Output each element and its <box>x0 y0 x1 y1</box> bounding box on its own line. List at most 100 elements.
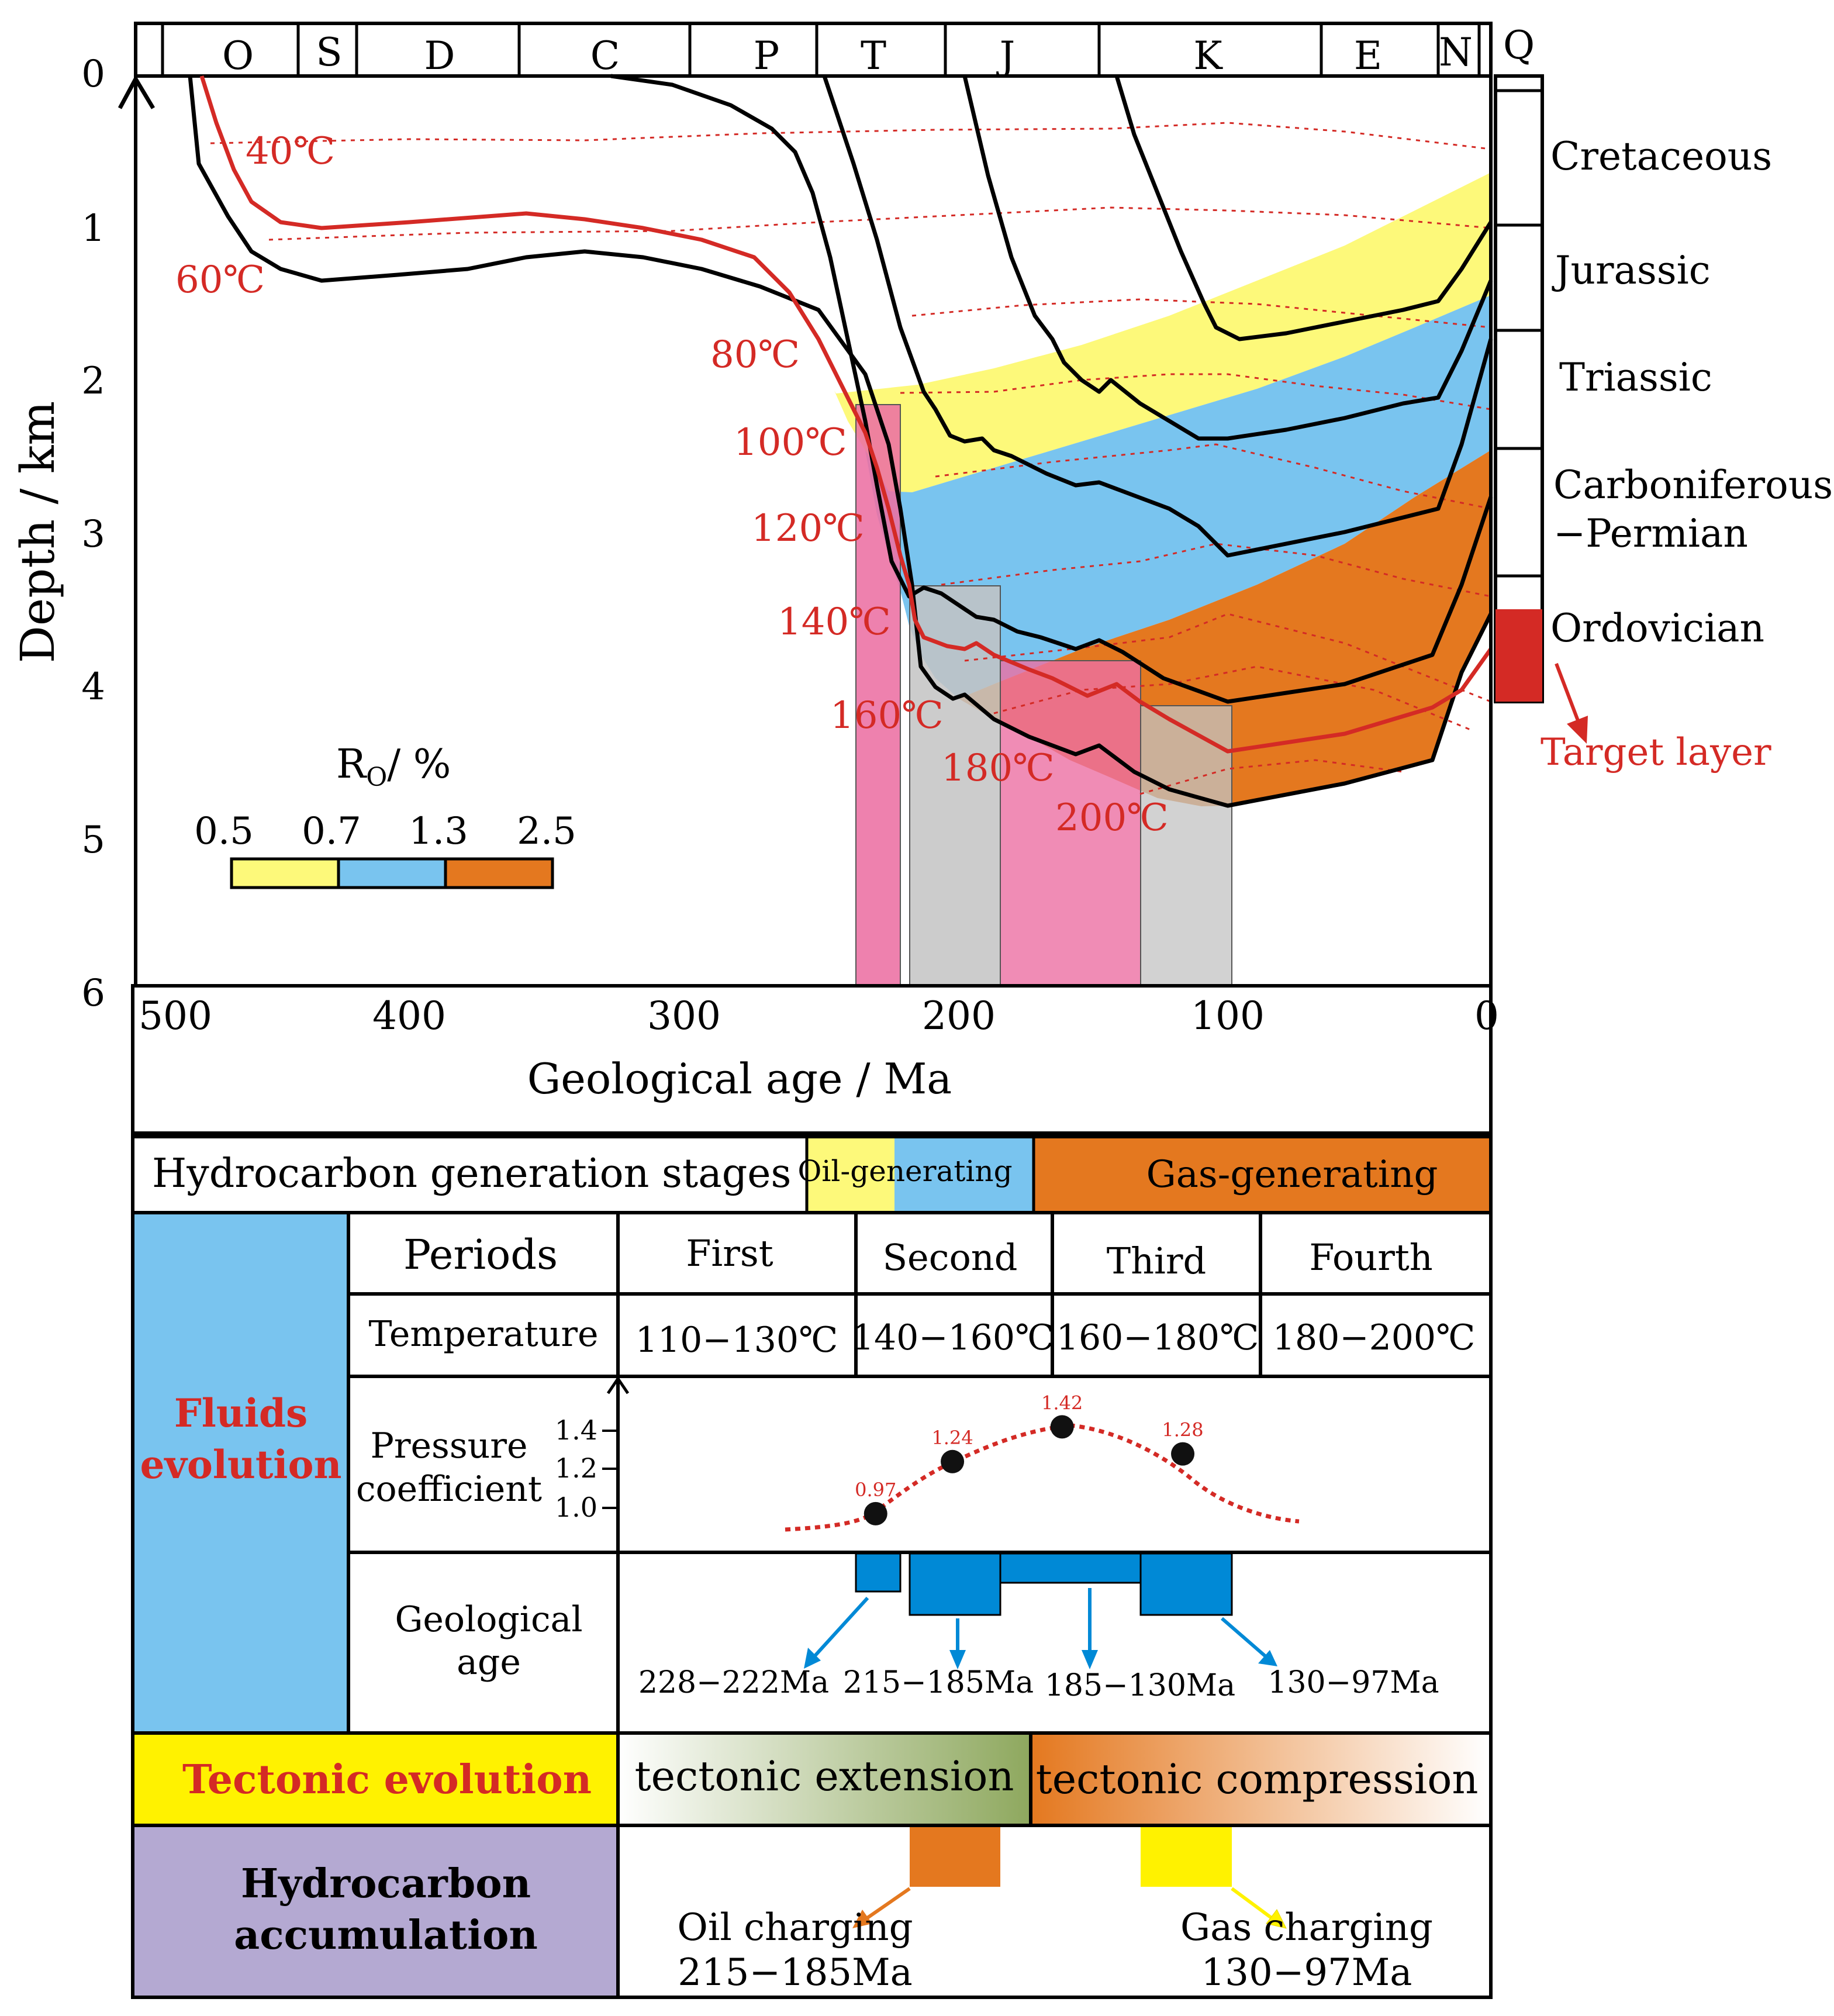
depth-tick-2: 2 <box>81 360 105 403</box>
period-bar: O S D C P T J K E N Q <box>134 22 1535 78</box>
age-tick-400: 400 <box>372 993 446 1038</box>
generation-stages-label: Hydrocarbon generation stages <box>152 1151 791 1197</box>
ro-legend: RO/ % 0.5 0.7 1.3 2.5 <box>194 741 576 889</box>
gas-charging-label: Gas charging <box>1180 1906 1433 1949</box>
temperature-fourth: 180−200℃ <box>1273 1317 1475 1358</box>
period-P: P <box>754 33 779 78</box>
depth-tick-5: 5 <box>81 819 105 862</box>
gas-charging-bar <box>1141 1827 1232 1887</box>
periods-label: Periods <box>403 1231 558 1279</box>
target-layer-block <box>1495 609 1542 702</box>
target-layer-label: Target layer <box>1541 731 1771 774</box>
period-second: Second <box>883 1236 1018 1279</box>
period-box-third <box>1000 660 1141 986</box>
period-N: N <box>1439 30 1473 75</box>
burial-curve-carb-permian-base <box>610 74 1493 704</box>
geo-age-bar-first <box>855 1552 902 1593</box>
isotherm-label-120: 120℃ <box>751 507 865 550</box>
tectonic-title: Tectonic evolution <box>182 1756 592 1803</box>
depth-tick-4: 4 <box>81 665 105 709</box>
age-tick-500: 500 <box>139 993 212 1038</box>
ro-legend-value-0.7: 0.7 <box>302 810 361 853</box>
depth-axis-arrow-icon <box>118 74 156 109</box>
pressure-point <box>941 1449 965 1473</box>
ro-legend-value-0.5: 0.5 <box>194 810 254 853</box>
ro-band-0.7-1.3 <box>865 295 1491 699</box>
isotherm-label-160: 160℃ <box>830 694 944 737</box>
geo-age-bar-fourth <box>1139 1552 1233 1616</box>
depth-tick-3: 3 <box>81 513 105 556</box>
strat-permian: −Permian <box>1553 511 1748 556</box>
burial-curve-ordovician-base <box>188 75 1493 808</box>
ro-legend-value-1.3: 1.3 <box>409 810 468 853</box>
period-E: E <box>1354 33 1382 78</box>
pressure-point <box>1171 1442 1195 1466</box>
geo-age-bar-third <box>999 1552 1142 1584</box>
age-tick-200: 200 <box>922 993 996 1038</box>
isotherms <box>210 122 1491 795</box>
period-O: O <box>222 33 254 78</box>
geo-age-second: 215−185Ma <box>843 1665 1034 1700</box>
isotherm-label-140: 140℃ <box>778 600 891 644</box>
strat-ordovician: Ordovician <box>1550 606 1764 651</box>
pressure-tick-1.0: 1.0 <box>555 1492 597 1523</box>
isotherm-label-60: 60℃ <box>175 258 265 302</box>
temperature-second: 140−160℃ <box>852 1317 1054 1358</box>
generation-stages-row: Hydrocarbon generation stages Oil-genera… <box>131 1135 1493 1214</box>
period-S: S <box>316 30 342 75</box>
age-axis-label: Geological age / Ma <box>527 1054 952 1103</box>
fluids-title-line2: evolution <box>140 1442 342 1487</box>
depth-tick-6: 6 <box>81 972 105 1015</box>
period-T: T <box>861 33 886 78</box>
burial-curve-cretaceous-base <box>1114 75 1493 341</box>
accumulation-title-line1: Hydrocarbon <box>241 1860 531 1907</box>
pressure-chart: 1.4 1.2 1.0 0.97 1.24 1.42 1.28 <box>555 1376 1300 1532</box>
fluids-evolution-table: Fluids evolution Periods First Second Th… <box>131 1211 1493 1735</box>
temperature-first: 110−130℃ <box>635 1320 838 1361</box>
geo-age-arrow-icon <box>949 1650 966 1669</box>
period-third: Third <box>1107 1240 1206 1282</box>
pressure-point-label: 1.28 <box>1162 1419 1203 1441</box>
tectonic-evolution-row: Tectonic evolution tectonic extension te… <box>131 1731 1493 1827</box>
accumulation-title-line2: accumulation <box>234 1912 538 1959</box>
burial-curve-jurassic-base <box>962 75 1493 441</box>
plot-area: 0 1 2 3 4 5 6 Depth / km 40℃ 60℃ 80℃ 100… <box>11 53 1493 1015</box>
geo-age-first: 228−222Ma <box>638 1665 829 1700</box>
geo-age-arrow-icon <box>804 1648 821 1669</box>
burial-curve-triassic-base <box>822 75 1493 558</box>
pressure-trend-curve <box>785 1423 1300 1532</box>
pressure-point <box>864 1501 887 1525</box>
pressure-points: 0.97 1.24 1.42 1.28 <box>855 1392 1204 1525</box>
isotherm-label-100: 100℃ <box>734 421 847 464</box>
oil-charging-arrow-icon <box>852 1910 872 1928</box>
strat-jurassic: Jurassic <box>1552 248 1711 293</box>
pressure-tick-1.2: 1.2 <box>555 1452 597 1484</box>
isotherm-label-180: 180℃ <box>941 747 1055 790</box>
depth-tick-1: 1 <box>81 207 105 250</box>
period-Q: Q <box>1503 23 1535 68</box>
period-D: D <box>424 33 455 78</box>
geo-age-arrow-icon <box>1082 1650 1098 1669</box>
geo-age-label-line2: age <box>457 1642 521 1683</box>
geo-age-fourth: 130−97Ma <box>1267 1665 1439 1700</box>
burial-curves <box>188 74 1493 808</box>
ro-band-0.5-0.7 <box>834 172 1491 492</box>
target-layer-curve <box>199 75 1493 754</box>
pressure-tick-1.4: 1.4 <box>555 1414 597 1446</box>
depth-tick-0: 0 <box>81 53 105 96</box>
gas-generating-label: Gas-generating <box>1146 1153 1438 1196</box>
fluids-title-line1: Fluids <box>174 1390 308 1436</box>
pressure-point-label: 0.97 <box>855 1479 896 1501</box>
pressure-label-line2: coefficient <box>356 1469 542 1510</box>
depth-axis-label: Depth / km <box>11 401 65 664</box>
oil-generating-label: Oil-generating <box>797 1154 1012 1188</box>
geo-age-bar-second <box>909 1552 1001 1616</box>
ro-legend-title: RO/ % <box>336 741 451 792</box>
strat-carboniferous: Carboniferous <box>1553 462 1833 508</box>
temperature-label: Temperature <box>368 1314 598 1355</box>
age-tick-300: 300 <box>647 993 721 1038</box>
pressure-label-line1: Pressure <box>371 1425 528 1466</box>
geo-age-third: 185−130Ma <box>1045 1668 1235 1703</box>
strat-column: Cretaceous Jurassic Triassic Carbonifero… <box>1494 74 1833 774</box>
